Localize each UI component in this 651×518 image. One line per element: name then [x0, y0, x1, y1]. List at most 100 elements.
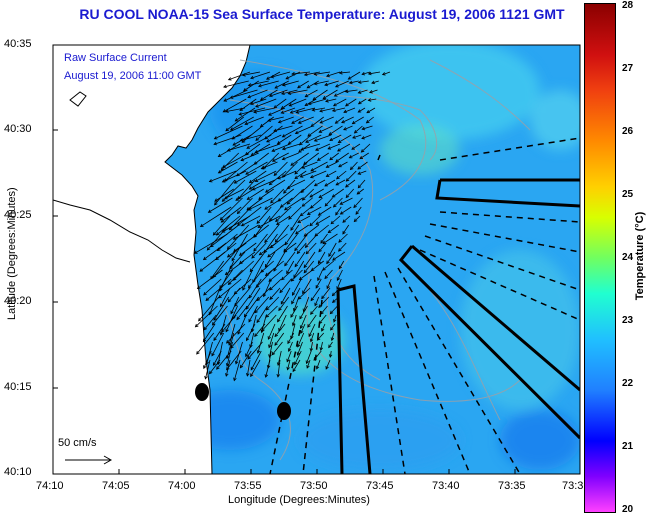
current-vector-head — [353, 218, 358, 223]
current-vector — [257, 332, 265, 354]
current-vector — [287, 359, 291, 370]
current-vector-head — [221, 164, 226, 168]
current-vector-head — [281, 83, 286, 87]
current-vector-head — [274, 333, 278, 338]
current-vector — [315, 278, 322, 289]
current-vector — [332, 107, 346, 112]
current-vector — [271, 143, 291, 152]
study-box-east — [435, 178, 580, 208]
current-vector-head — [248, 318, 252, 323]
legend-line1: Raw Surface Current — [64, 52, 167, 64]
current-vector-head — [269, 286, 273, 291]
current-vector — [300, 323, 306, 334]
current-vector-head — [280, 300, 285, 305]
current-vector — [275, 206, 292, 222]
current-vector — [230, 89, 258, 99]
current-vector — [322, 89, 338, 100]
current-vector — [259, 242, 277, 256]
current-vector — [343, 107, 356, 113]
current-vector — [270, 188, 285, 204]
colorbar-tick: 20 — [622, 504, 634, 515]
current-vector — [325, 359, 331, 370]
current-vector-head — [339, 201, 344, 205]
current-vector — [246, 134, 272, 149]
current-vector — [228, 287, 241, 303]
x-tick-label: 73:35 — [498, 480, 526, 492]
current-vector-head — [244, 121, 249, 126]
current-vector-head — [361, 71, 366, 76]
current-vector — [291, 71, 311, 75]
current-vector — [288, 134, 302, 145]
current-vector — [213, 296, 230, 321]
current-vector-head — [231, 257, 235, 262]
current-vector — [203, 314, 217, 331]
current-vector-head — [248, 179, 253, 184]
current-vector — [326, 71, 341, 77]
current-vector-head — [353, 204, 357, 209]
current-vector — [232, 296, 250, 320]
current-vector-head — [249, 101, 254, 106]
current-vector-head — [291, 72, 295, 76]
current-vector-head — [298, 149, 302, 153]
current-vector — [223, 98, 247, 113]
current-vector — [339, 71, 351, 74]
current-vector-head — [221, 179, 226, 183]
current-vector-head — [225, 127, 230, 132]
current-vector-head — [357, 100, 362, 105]
current-vector — [214, 179, 236, 206]
current-vector-head — [285, 76, 290, 80]
current-vector-head — [335, 211, 339, 216]
current-vector-head — [328, 344, 332, 349]
current-vector-head — [348, 80, 353, 85]
current-vector-head — [274, 342, 278, 346]
current-vector-head — [361, 126, 366, 131]
current-vector-head — [327, 146, 332, 150]
current-vector — [271, 71, 291, 78]
x-axis-label: Longitude (Degrees:Minutes) — [228, 494, 370, 506]
current-vector — [276, 215, 291, 225]
current-vector — [335, 116, 344, 124]
current-vector — [294, 170, 307, 179]
current-vector — [300, 314, 307, 329]
current-vector — [338, 260, 345, 269]
current-vector — [321, 323, 326, 332]
current-vector — [260, 116, 274, 128]
current-vector — [329, 152, 339, 161]
current-vector — [319, 314, 327, 324]
current-vector — [288, 89, 308, 95]
current-vector-head — [342, 230, 346, 235]
current-vector-head — [275, 221, 280, 225]
current-vector-head — [344, 184, 349, 188]
current-vector — [310, 197, 323, 209]
current-vector-head — [270, 199, 274, 204]
current-vector-head — [284, 241, 289, 246]
current-vector-head — [357, 166, 361, 170]
current-vector — [328, 341, 333, 348]
current-vector-head — [297, 219, 301, 223]
current-vector — [228, 323, 236, 346]
current-vector — [290, 269, 303, 282]
current-vector-head — [224, 109, 229, 113]
current-vector-head — [294, 130, 299, 135]
current-vector — [219, 260, 235, 291]
current-vector — [261, 314, 277, 332]
current-vector-head — [211, 352, 215, 357]
current-vector — [327, 143, 341, 150]
current-vector-head — [331, 194, 336, 198]
current-vector — [274, 332, 285, 346]
colorbar-tick: 23 — [622, 315, 634, 326]
current-vector — [292, 314, 297, 326]
current-vector-head — [309, 205, 314, 209]
current-vector-head — [343, 127, 347, 131]
current-vector — [256, 206, 272, 224]
current-vector-head — [291, 300, 295, 305]
current-vector — [306, 80, 319, 89]
current-vector-head — [318, 248, 322, 253]
current-vector — [366, 116, 375, 124]
current-vector-head — [300, 330, 304, 334]
current-vector — [286, 179, 306, 189]
current-vector-head — [313, 138, 318, 142]
current-vector-head — [273, 172, 278, 177]
current-vector-head — [294, 175, 299, 179]
current-vector — [199, 251, 226, 272]
